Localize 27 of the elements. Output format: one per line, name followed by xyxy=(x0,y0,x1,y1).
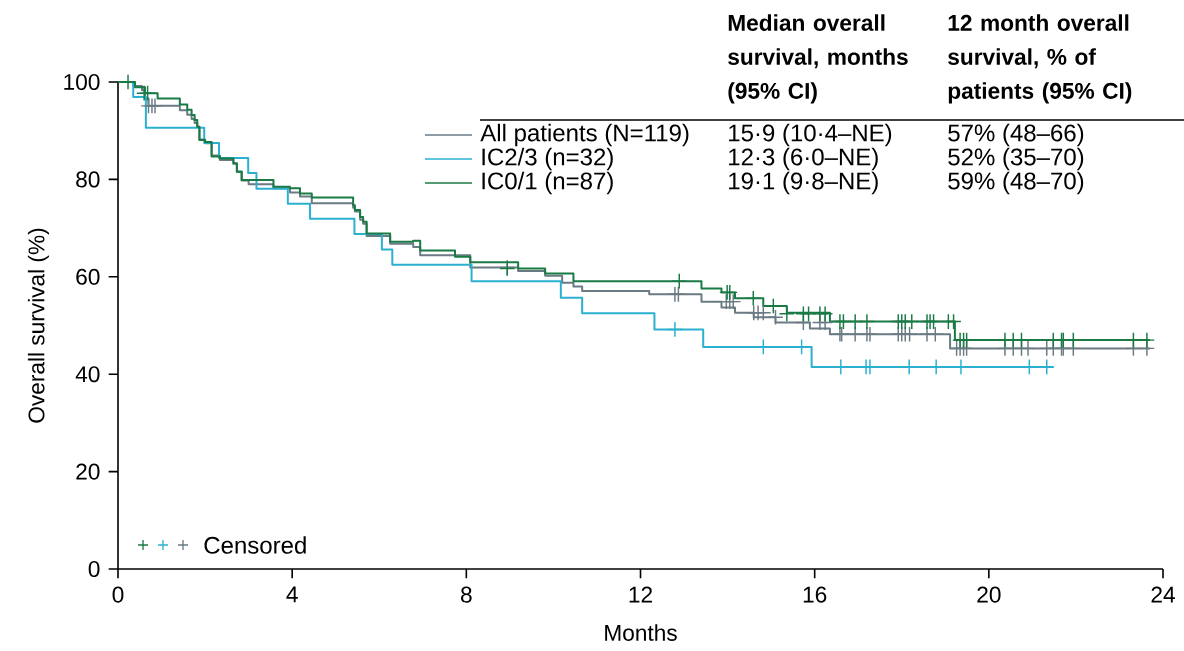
x-axis-title: Months xyxy=(605,624,677,641)
y-tick-label: 100 xyxy=(64,73,100,91)
annotation: 59% (48–70) xyxy=(948,171,1084,195)
x-tick-label: 12 xyxy=(629,586,652,603)
annotation: 12·3 (6·0–NE) xyxy=(729,147,878,171)
annotation: 12 month overall survival, % of patients (95% CI) xyxy=(948,14,1132,104)
x-tick-label: 0 xyxy=(112,586,124,603)
x-tick-label: 8 xyxy=(461,586,472,603)
y-tick-label: 20 xyxy=(76,463,100,480)
y-tick-label: 80 xyxy=(76,171,100,188)
y-tick-label: 0 xyxy=(88,560,100,578)
y-axis-title: Overall survival (%) xyxy=(27,228,49,423)
x-tick-label: 20 xyxy=(977,586,1001,603)
x-tick-label: 24 xyxy=(1151,586,1175,603)
x-tick-label: 16 xyxy=(803,586,827,603)
y-tick-label: 60 xyxy=(76,268,100,285)
legend-label: All patients (N=119) xyxy=(480,123,689,147)
annotation: Censored xyxy=(204,536,306,554)
legend-label: IC0/1 (n=87) xyxy=(482,171,613,195)
y-tick-label: 40 xyxy=(75,366,100,383)
annotation: Median overall survival, months (95% CI) xyxy=(728,14,908,104)
x-tick-label: 4 xyxy=(286,586,298,603)
annotation: 57% (48–66) xyxy=(948,123,1084,147)
legend-label: IC2/3 (n=32) xyxy=(482,147,613,171)
annotation: 19·1 (9·8–NE) xyxy=(729,171,878,195)
annotation: 52% (35–70) xyxy=(948,147,1084,171)
annotation: 15·9 (10·4–NE) xyxy=(729,123,892,147)
